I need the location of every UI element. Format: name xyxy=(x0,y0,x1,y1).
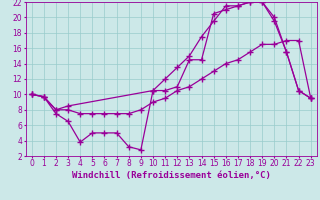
X-axis label: Windchill (Refroidissement éolien,°C): Windchill (Refroidissement éolien,°C) xyxy=(72,171,271,180)
